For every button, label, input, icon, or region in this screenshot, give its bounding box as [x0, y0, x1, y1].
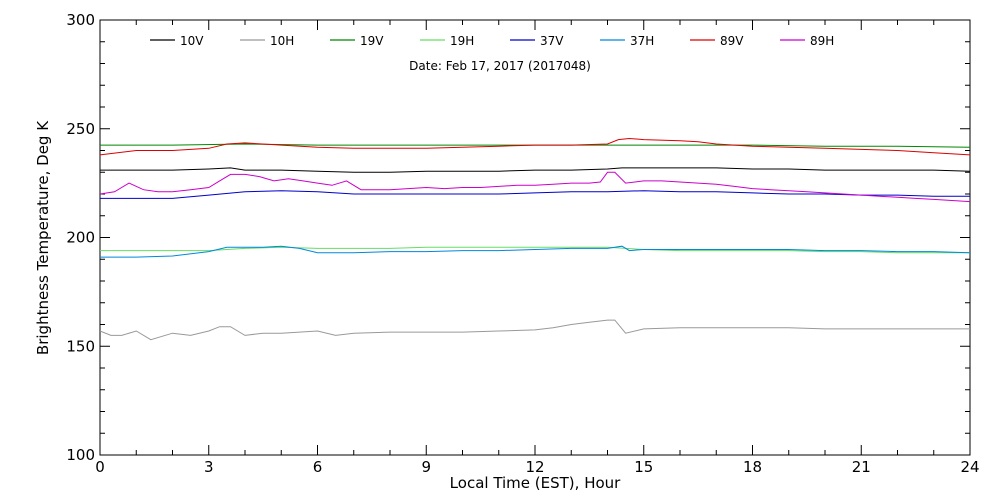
series-layer — [99, 137, 971, 341]
legend-label-89v: 89V — [720, 34, 744, 48]
series-line-37v — [100, 190, 970, 199]
legend-label-10v: 10V — [180, 34, 204, 48]
y-tick-label: 300 — [66, 11, 95, 29]
y-tick-label: 250 — [66, 120, 95, 138]
y-axis-title: Brightness Temperature, Deg K — [34, 120, 52, 355]
y-tick-label: 100 — [66, 446, 95, 464]
series-line-37h — [100, 245, 971, 258]
legend-label-19v: 19V — [360, 34, 384, 48]
date-annotation: Date: Feb 17, 2017 (2017048) — [409, 59, 591, 73]
axes-layer: 0 3 6 9 12 15 18 21 24 100 150 200 250 300 — [66, 11, 979, 476]
x-tick-label: 24 — [960, 458, 979, 476]
x-tick-label: 12 — [525, 458, 544, 476]
legend: 10V 10H 19V 19H 37V 37H 89V 89H — [150, 34, 834, 48]
x-axis-title: Local Time (EST), Hour — [450, 474, 621, 492]
series-line-10h — [99, 319, 970, 341]
y-tick-label: 150 — [66, 337, 95, 355]
x-tick-label: 6 — [313, 458, 323, 476]
legend-label-19h: 19H — [450, 34, 474, 48]
legend-label-10h: 10H — [270, 34, 294, 48]
x-tick-label: 3 — [204, 458, 214, 476]
x-tick-label: 9 — [421, 458, 431, 476]
x-tick-label: 21 — [852, 458, 871, 476]
legend-label-89h: 89H — [810, 34, 834, 48]
x-tick-label: 18 — [743, 458, 762, 476]
legend-label-37h: 37H — [630, 34, 654, 48]
legend-label-37v: 37V — [540, 34, 564, 48]
y-tick-label: 200 — [66, 229, 95, 247]
series-line-10v — [100, 167, 971, 173]
plot-frame — [99, 19, 971, 456]
x-tick-label: 0 — [95, 458, 105, 476]
series-line-19h — [100, 246, 970, 254]
x-tick-label: 15 — [634, 458, 653, 476]
series-line-89v — [99, 137, 971, 156]
series-line-89h — [99, 171, 971, 203]
